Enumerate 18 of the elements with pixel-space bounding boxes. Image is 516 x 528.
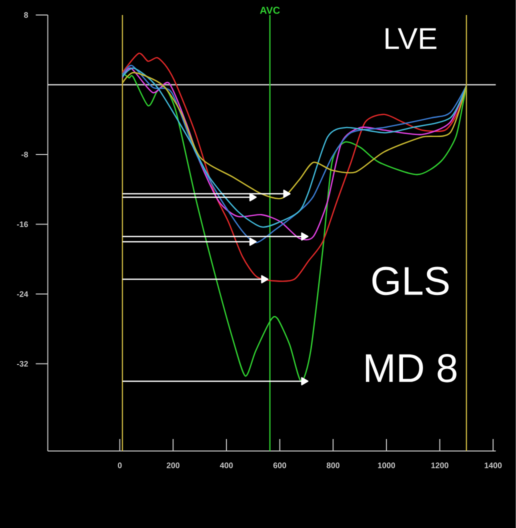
x-tick-label: 1400 xyxy=(484,462,502,468)
x-tick-label: 800 xyxy=(326,462,340,468)
y-tick-label: -24 xyxy=(17,291,28,297)
x-tick-label: 600 xyxy=(274,462,286,468)
line-series xyxy=(122,72,468,200)
annotation: LVE xyxy=(386,28,437,49)
x-tick-label: 1200 xyxy=(431,462,448,468)
y-tick-label: -8 xyxy=(22,152,28,158)
x-tick-label: 400 xyxy=(220,462,233,468)
y-tick-label: 8 xyxy=(24,12,28,18)
y-tick-label: -32 xyxy=(17,360,28,367)
x-tick-label: 200 xyxy=(166,462,180,468)
x-tick-label: 0 xyxy=(118,462,122,468)
annotation: MD 8 xyxy=(366,354,457,382)
x-tick-label: 1000 xyxy=(378,462,396,468)
ref-line-label: AVC xyxy=(260,6,280,14)
annotation: GLS xyxy=(372,266,449,296)
y-tick-label: -16 xyxy=(17,221,28,228)
